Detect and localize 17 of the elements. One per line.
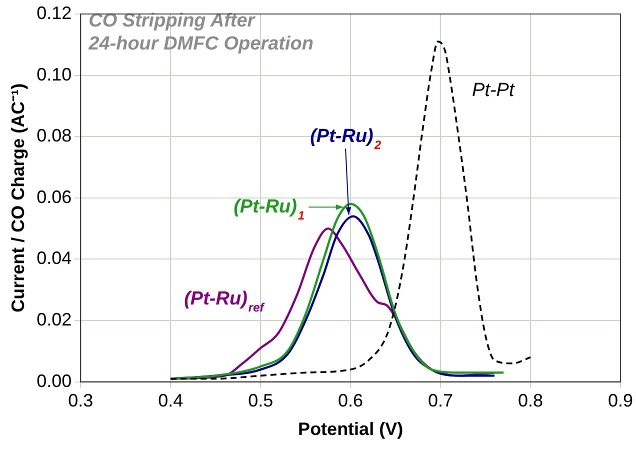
y-axis-title: Current / CO Charge (AC⁻¹) xyxy=(8,83,28,312)
y-tick-label: 0.08 xyxy=(36,126,72,146)
y-tick-label: 0.12 xyxy=(36,2,72,23)
x-axis-title: Potential (V) xyxy=(298,419,404,440)
x-tick-label: 0.6 xyxy=(338,390,364,411)
y-tick-label: 0.00 xyxy=(36,370,72,391)
x-tick-label: 0.7 xyxy=(428,390,454,411)
y-tick-label: 0.02 xyxy=(36,309,72,330)
x-tick-label: 0.8 xyxy=(518,390,544,411)
y-tick-label: 0.04 xyxy=(36,248,72,268)
x-tick-label: 0.3 xyxy=(68,390,94,411)
y-tick-label: 0.10 xyxy=(36,64,72,84)
series-label: Pt-Pt xyxy=(472,80,515,101)
x-tick-label: 0.4 xyxy=(158,390,184,411)
y-tick-label: 0.06 xyxy=(36,186,72,207)
x-tick-label: 0.5 xyxy=(248,390,274,411)
x-tick-label: 0.9 xyxy=(608,390,634,411)
